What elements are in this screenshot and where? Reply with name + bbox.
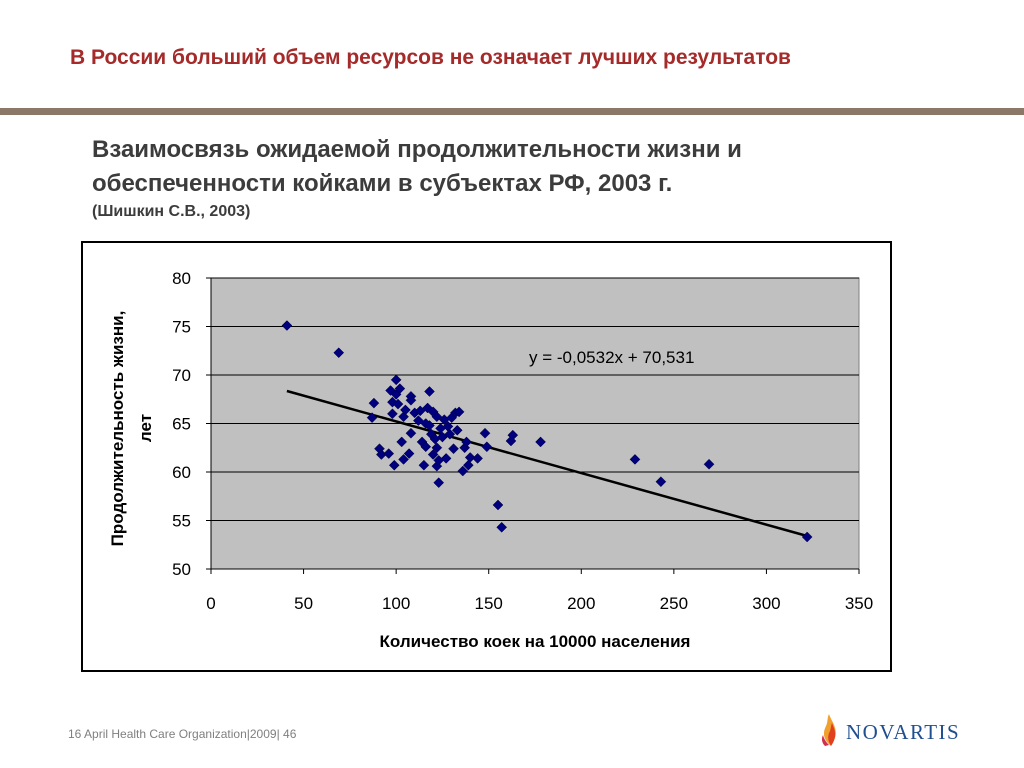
x-tick-label: 150 xyxy=(475,594,503,613)
x-tick-label: 200 xyxy=(567,594,595,613)
data-point xyxy=(431,442,443,454)
data-point xyxy=(453,406,465,418)
data-point xyxy=(479,427,491,439)
data-point xyxy=(418,459,430,471)
y-tick-label: 75 xyxy=(172,318,191,337)
data-point xyxy=(440,453,452,464)
data-point xyxy=(390,374,402,386)
data-point xyxy=(333,347,345,359)
data-point xyxy=(383,448,395,459)
data-point xyxy=(396,436,408,448)
y-tick-label: 70 xyxy=(172,366,191,385)
flame-logo-icon xyxy=(821,714,836,746)
data-point xyxy=(368,397,380,409)
y-tick-label: 80 xyxy=(172,269,191,288)
data-point xyxy=(424,420,435,431)
x-tick-label: 250 xyxy=(660,594,688,613)
data-point xyxy=(461,436,472,448)
data-point xyxy=(464,452,476,463)
logo-wordmark: NOVARTIS xyxy=(846,720,961,744)
subtitle-line-1: Взаимосвязь ожидаемой продолжительности … xyxy=(92,136,742,163)
x-tick-label: 300 xyxy=(752,594,780,613)
data-point xyxy=(433,477,445,489)
y-axis-label-line-2: лет xyxy=(136,414,155,442)
data-point xyxy=(400,404,411,416)
novartis-logo: NOVARTIS xyxy=(818,712,968,748)
data-point xyxy=(457,465,469,477)
y-tick-label: 55 xyxy=(172,512,191,531)
data-point xyxy=(462,459,474,471)
data-point xyxy=(481,441,493,453)
data-point xyxy=(451,424,463,436)
data-point xyxy=(535,436,546,448)
data-point xyxy=(281,320,293,331)
data-point xyxy=(801,531,813,543)
data-point xyxy=(405,394,417,406)
subtitle-source: (Шишкин С.В., 2003) xyxy=(92,203,251,220)
x-tick-label: 350 xyxy=(845,594,873,613)
data-point xyxy=(703,458,715,470)
data-point xyxy=(405,427,417,439)
data-point xyxy=(444,428,456,440)
subtitle-line-2: обеспеченности койками в субъектах РФ, 2… xyxy=(92,170,673,197)
trendline-equation: y = -0,0532x + 70,531 xyxy=(529,348,694,367)
data-point xyxy=(448,443,459,455)
x-tick-label: 100 xyxy=(382,594,410,613)
data-point xyxy=(394,383,406,394)
data-point xyxy=(629,454,641,465)
y-tick-label: 65 xyxy=(172,415,191,434)
data-point xyxy=(387,408,398,420)
x-tick-label: 50 xyxy=(294,594,313,613)
data-point xyxy=(492,499,504,511)
data-point xyxy=(507,429,519,441)
data-point xyxy=(424,386,435,397)
data-point xyxy=(655,476,667,488)
y-axis-label-line-1: Продолжительность жизни, xyxy=(108,311,127,547)
scatter-chart: 50 55 60 65 70 75 80 0 50 100 150 200 250 300 350 y = -… xyxy=(108,269,873,651)
data-point xyxy=(472,453,483,464)
data-point xyxy=(420,441,432,453)
data-point xyxy=(388,459,400,471)
data-point xyxy=(392,398,404,410)
y-tick-label: 60 xyxy=(172,463,191,482)
header-title: В России больший объем ресурсов не означ… xyxy=(70,46,791,69)
header-divider xyxy=(0,108,1024,115)
footer-text: 16 April Health Care Organization|2009| … xyxy=(68,727,297,741)
data-point xyxy=(427,449,439,460)
chart-frame: 50 55 60 65 70 75 80 0 50 100 150 200 250 300 350 y = -… xyxy=(81,241,892,672)
y-tick-label: 50 xyxy=(172,560,191,579)
x-tick-label: 0 xyxy=(206,594,215,613)
x-axis-label: Количество коек на 10000 населения xyxy=(380,632,691,651)
data-point xyxy=(403,448,415,459)
data-point xyxy=(496,521,508,533)
data-point xyxy=(366,412,378,424)
slide-subtitle: Взаимосвязь ожидаемой продолжительности … xyxy=(92,133,742,201)
data-point xyxy=(398,454,409,465)
